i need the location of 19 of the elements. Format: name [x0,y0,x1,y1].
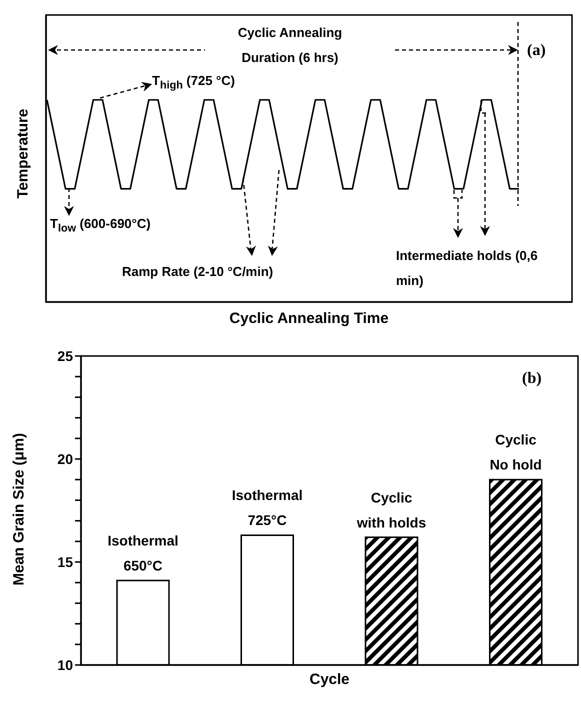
x-tick-label: Isothermal 725°C [232,487,303,528]
y-tick-label: 10 [57,656,74,673]
text: T$_{high}$ (725 °C) [152,72,235,94]
text: Cyclic Annealing Duration (6 hrs) [236,24,344,67]
y-tick-label: 20 [57,450,74,467]
x-tick-label: Isothermal 650°C [108,532,178,574]
x-tick-label: Cyclic with holds [356,489,426,530]
annotation: Intermediate holds (0,6 min) [396,247,539,290]
annotation: T$_{low}$ (600-690°C) [50,215,151,237]
y-tick-label: 15 [57,554,74,570]
x-axis-title: Cycle [308,671,351,688]
y-tick-label: 25 [57,348,74,364]
text: (a) [527,41,546,61]
annotation: Ramp Rate (2-10 °C/min) [122,263,274,281]
annotation: (b) [522,369,542,389]
x-tick-label: Cyclic No hold [490,432,542,473]
y-axis-title: Mean Grain Size (μm) [10,432,28,586]
y-axis-title: Temperature [14,108,32,198]
x-axis-title: Cyclic Annealing Time [228,310,390,327]
